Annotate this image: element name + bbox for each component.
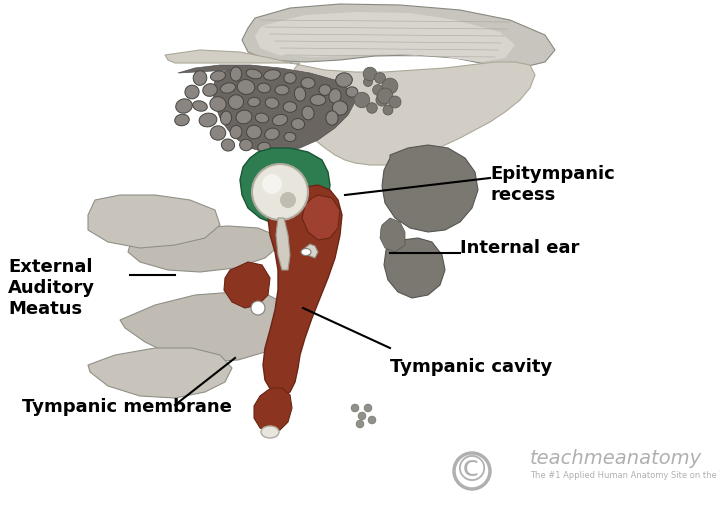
Ellipse shape xyxy=(220,111,232,125)
Ellipse shape xyxy=(230,67,242,81)
Ellipse shape xyxy=(203,84,217,96)
Ellipse shape xyxy=(240,139,253,151)
Polygon shape xyxy=(276,218,290,270)
Ellipse shape xyxy=(248,97,260,106)
Circle shape xyxy=(280,192,296,208)
Polygon shape xyxy=(120,292,295,362)
Polygon shape xyxy=(305,244,318,258)
Ellipse shape xyxy=(230,125,242,139)
Ellipse shape xyxy=(272,115,287,125)
Polygon shape xyxy=(224,262,270,308)
Ellipse shape xyxy=(284,133,296,141)
Ellipse shape xyxy=(246,125,261,139)
Circle shape xyxy=(262,174,282,194)
Text: ©: © xyxy=(454,454,490,488)
Ellipse shape xyxy=(292,119,305,130)
Ellipse shape xyxy=(220,83,235,93)
Circle shape xyxy=(364,78,372,86)
Ellipse shape xyxy=(228,95,243,109)
Text: Tympanic membrane: Tympanic membrane xyxy=(22,398,232,416)
Text: Internal ear: Internal ear xyxy=(460,239,580,257)
Ellipse shape xyxy=(210,71,225,81)
Ellipse shape xyxy=(310,95,326,105)
Polygon shape xyxy=(263,185,342,396)
Ellipse shape xyxy=(329,89,341,103)
Circle shape xyxy=(356,420,364,428)
Ellipse shape xyxy=(275,85,289,95)
Circle shape xyxy=(366,103,377,113)
Circle shape xyxy=(383,105,393,115)
Ellipse shape xyxy=(284,72,296,83)
Ellipse shape xyxy=(283,102,297,113)
Circle shape xyxy=(351,404,359,412)
Circle shape xyxy=(358,412,366,420)
Circle shape xyxy=(373,85,383,96)
Ellipse shape xyxy=(210,97,226,112)
Circle shape xyxy=(363,67,377,81)
Text: Tympanic cavity: Tympanic cavity xyxy=(390,358,552,376)
Ellipse shape xyxy=(236,110,252,124)
Ellipse shape xyxy=(258,142,270,152)
Polygon shape xyxy=(380,218,405,252)
Ellipse shape xyxy=(246,69,262,79)
Ellipse shape xyxy=(210,126,226,140)
Circle shape xyxy=(382,78,398,94)
Circle shape xyxy=(354,92,370,108)
Ellipse shape xyxy=(346,87,358,97)
Ellipse shape xyxy=(193,101,207,111)
Ellipse shape xyxy=(265,98,279,108)
Circle shape xyxy=(376,94,388,106)
Polygon shape xyxy=(382,145,478,232)
Ellipse shape xyxy=(185,85,199,99)
Polygon shape xyxy=(88,195,220,248)
Polygon shape xyxy=(165,50,535,165)
Polygon shape xyxy=(254,388,292,432)
Polygon shape xyxy=(242,4,555,68)
Circle shape xyxy=(251,301,265,315)
Ellipse shape xyxy=(199,113,217,127)
Ellipse shape xyxy=(301,248,311,255)
Polygon shape xyxy=(302,195,340,240)
Ellipse shape xyxy=(326,111,338,125)
Circle shape xyxy=(389,96,401,108)
Polygon shape xyxy=(255,12,515,62)
Ellipse shape xyxy=(193,70,207,85)
Circle shape xyxy=(377,88,393,104)
Ellipse shape xyxy=(265,128,279,140)
Ellipse shape xyxy=(294,87,306,101)
Polygon shape xyxy=(88,348,232,398)
Polygon shape xyxy=(128,226,280,272)
Ellipse shape xyxy=(256,113,269,123)
Circle shape xyxy=(368,416,376,424)
Polygon shape xyxy=(240,148,330,224)
Text: teachmeanatomy: teachmeanatomy xyxy=(530,449,702,468)
Circle shape xyxy=(252,164,308,220)
Text: External
Auditory
Meatus: External Auditory Meatus xyxy=(8,258,95,318)
Ellipse shape xyxy=(261,426,279,438)
Ellipse shape xyxy=(301,78,315,88)
Ellipse shape xyxy=(319,85,331,96)
Ellipse shape xyxy=(264,70,280,80)
Ellipse shape xyxy=(175,114,189,126)
Ellipse shape xyxy=(302,106,314,120)
Text: The #1 Applied Human Anatomy Site on the Web.: The #1 Applied Human Anatomy Site on the… xyxy=(530,471,720,481)
Polygon shape xyxy=(178,65,355,152)
Circle shape xyxy=(364,404,372,412)
Ellipse shape xyxy=(237,80,255,95)
Polygon shape xyxy=(384,238,445,298)
Ellipse shape xyxy=(336,73,352,87)
Ellipse shape xyxy=(176,99,192,113)
Ellipse shape xyxy=(333,101,348,115)
Circle shape xyxy=(374,72,385,83)
Ellipse shape xyxy=(258,83,271,93)
Text: Epitympanic
recess: Epitympanic recess xyxy=(490,165,615,204)
Ellipse shape xyxy=(222,139,235,151)
